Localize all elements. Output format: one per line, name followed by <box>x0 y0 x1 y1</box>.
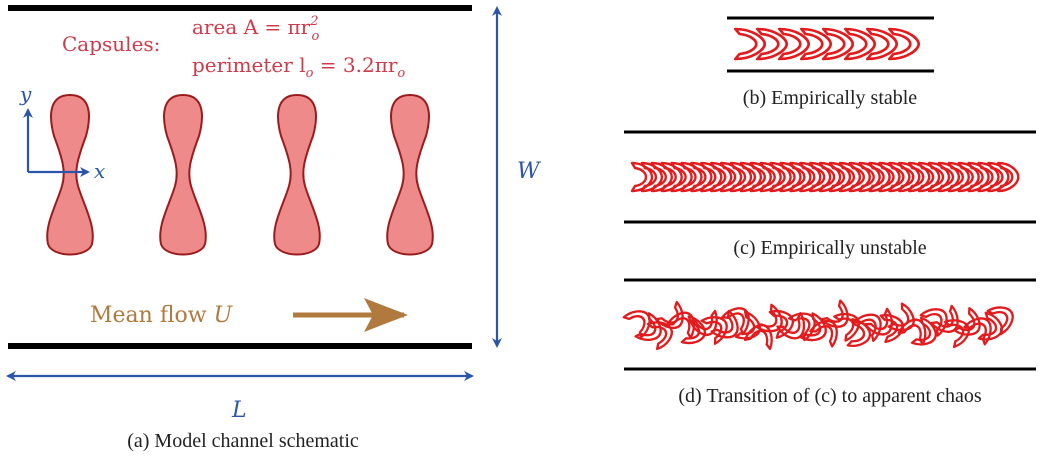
area-label: area A = πr2 o <box>192 14 320 44</box>
capsule-train-unstable <box>630 161 1020 193</box>
capsule <box>159 94 207 256</box>
capsule <box>273 94 321 256</box>
y-axis-label: y <box>19 82 32 106</box>
width-label: W <box>517 159 542 184</box>
panel-c: (c) Empirically unstable <box>624 130 1036 259</box>
flow-indicator: Mean flow U <box>90 298 408 332</box>
capsule <box>386 94 434 256</box>
coordinate-axes: y x <box>19 82 105 183</box>
length-label: L <box>231 398 247 423</box>
caption-d: (d) Transition of (c) to apparent chaos <box>678 385 981 407</box>
panel-a: Capsules: area A = πr2 o perimeter lo = 3… <box>6 5 542 452</box>
capsule <box>46 94 94 256</box>
perimeter-label: perimeter lo = 3.2πro <box>192 53 405 81</box>
x-axis-label: x <box>94 159 105 183</box>
flow-label: Mean flow U <box>90 303 234 328</box>
capsule-train-stable <box>733 27 921 61</box>
capsule-cluster-chaotic <box>622 299 1020 351</box>
capsule-outline <box>833 306 865 342</box>
panel-b: (b) Empirically stable <box>727 16 934 109</box>
capsules-label: Capsules: <box>62 32 160 56</box>
caption-b: (b) Empirically stable <box>743 87 918 109</box>
capsule-outline <box>887 27 921 61</box>
caption-c: (c) Empirically unstable <box>733 237 926 259</box>
caption-a: (a) Model channel schematic <box>127 430 359 452</box>
panel-d: (d) Transition of (c) to apparent chaos <box>622 278 1036 407</box>
capsule-outline <box>630 161 654 193</box>
